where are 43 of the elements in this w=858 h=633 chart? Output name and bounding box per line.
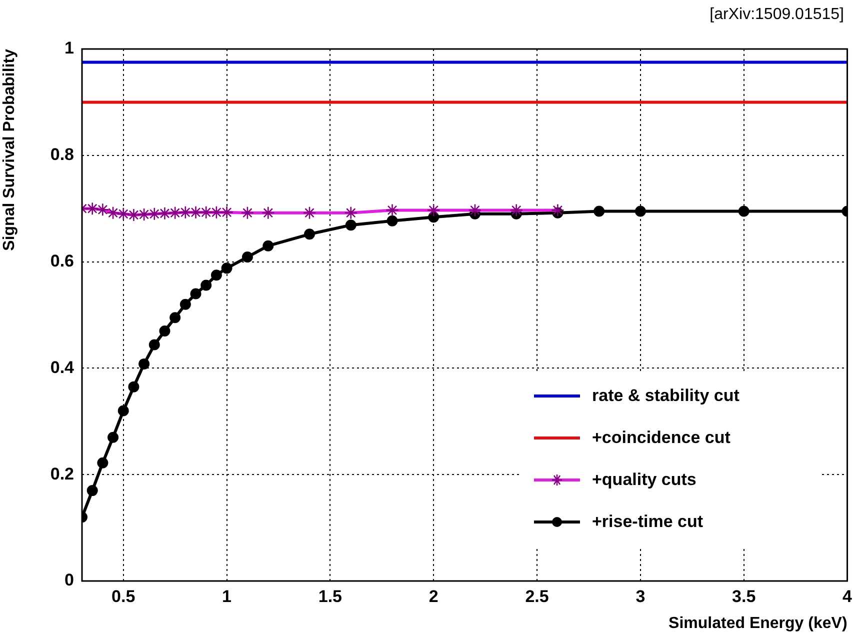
legend-label: +rise-time cut	[592, 512, 704, 532]
x-tick-label: 0.5	[112, 586, 136, 606]
point	[118, 405, 129, 416]
point	[159, 325, 170, 336]
x-tick-label: 3	[636, 586, 646, 606]
y-tick-label: 0.8	[50, 145, 74, 164]
point	[304, 228, 316, 240]
point	[86, 485, 98, 496]
y-tick-label: 0.6	[50, 251, 74, 270]
text: [arXiv:1509.01515]	[710, 6, 844, 24]
point	[634, 206, 646, 217]
point	[210, 270, 222, 281]
legend-label: rate & stability cut	[592, 386, 740, 406]
point	[180, 298, 191, 310]
point	[170, 312, 181, 324]
point	[190, 288, 202, 300]
point	[128, 381, 140, 392]
x-tick-label: 1	[222, 586, 232, 606]
point	[345, 220, 356, 231]
point	[221, 262, 232, 274]
y-tick-label: 0.2	[50, 464, 74, 484]
point	[138, 358, 150, 370]
x-tick-label: 1.5	[318, 586, 342, 606]
point	[262, 240, 274, 252]
y-axis-title: Signal Survival Probability	[1, 48, 18, 251]
x-tick-label: 2	[428, 586, 438, 606]
legend-label: +quality cuts	[592, 470, 696, 490]
point	[738, 206, 750, 217]
point	[148, 339, 160, 350]
point	[200, 280, 212, 291]
legend-label: +coincidence cut	[592, 428, 730, 448]
point	[97, 457, 108, 468]
y-tick-label: 0.4	[50, 358, 75, 377]
y-tick-label: 1	[64, 38, 74, 58]
y-tick-label: 0	[64, 570, 74, 590]
point	[108, 432, 119, 443]
point	[594, 206, 605, 217]
point	[242, 252, 253, 263]
x-tick-label: 2.5	[525, 586, 549, 606]
point	[386, 215, 398, 226]
x-tick-label: 3.5	[732, 586, 756, 606]
x-axis-title: Simulated Energy (keV)	[668, 614, 848, 632]
x-tick-label: 4	[842, 586, 853, 606]
